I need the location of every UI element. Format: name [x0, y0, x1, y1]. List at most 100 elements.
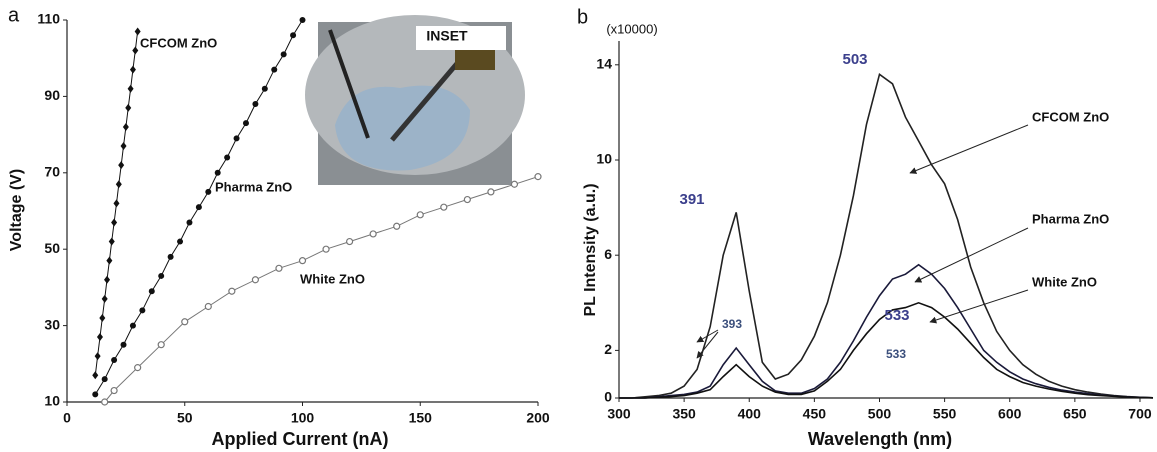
- peak-annotation: 533: [886, 347, 906, 361]
- series-label: CFCOM ZnO: [140, 35, 217, 50]
- data-point: [134, 364, 142, 372]
- peak-annotation: 393: [722, 317, 742, 331]
- series-arrow: [914, 227, 1029, 283]
- annotation-arrow: [696, 331, 719, 359]
- y-tick-label: 10: [44, 393, 60, 409]
- data-point: [118, 161, 125, 170]
- x-tick-label: 200: [526, 410, 550, 426]
- data-point: [261, 85, 268, 92]
- data-point: [534, 173, 542, 181]
- data-point: [132, 46, 139, 55]
- y-tick-label: 30: [44, 316, 60, 332]
- data-point: [129, 65, 136, 74]
- series-line: [619, 301, 1154, 399]
- inset-photo: [305, 15, 525, 185]
- data-point: [275, 264, 283, 272]
- series-label: CFCOM ZnO: [1032, 109, 1109, 124]
- data-point: [369, 230, 377, 238]
- data-point: [108, 237, 115, 246]
- data-point: [101, 294, 108, 303]
- x-tick-label: 700: [1128, 406, 1152, 422]
- data-point: [204, 302, 212, 311]
- y-tick-label: 2: [604, 341, 612, 357]
- series-arrow: [909, 124, 1029, 174]
- x-tick-label: 100: [291, 410, 315, 426]
- data-point: [233, 135, 240, 142]
- data-point: [186, 219, 193, 226]
- y-tick-label: 10: [596, 151, 612, 167]
- y-axis-title: PL Intensity (a.u.): [582, 183, 599, 316]
- data-point: [298, 257, 307, 265]
- series-label: Pharma ZnO: [1032, 211, 1109, 226]
- inset-label: INSET: [426, 28, 468, 44]
- data-point: [122, 122, 129, 131]
- data-point: [111, 356, 118, 363]
- data-point: [104, 275, 111, 284]
- y-tick-label: 90: [44, 87, 60, 103]
- series-label: Pharma ZnO: [215, 179, 292, 194]
- data-point: [96, 333, 103, 342]
- peak-annotation: 503: [842, 51, 867, 68]
- data-point: [110, 386, 118, 395]
- x-axis-title: Wavelength (nm): [808, 429, 952, 449]
- peak-annotation: 533: [884, 307, 909, 324]
- data-point: [101, 398, 109, 406]
- data-point: [299, 17, 306, 23]
- data-point: [94, 352, 101, 361]
- series-arrow: [929, 289, 1029, 324]
- peak-annotation: 391: [679, 191, 704, 208]
- x-tick-label: 50: [177, 410, 193, 426]
- x-tick-label: 350: [672, 406, 696, 422]
- data-point: [92, 391, 99, 398]
- y-tick-label: 14: [596, 56, 612, 72]
- data-point: [157, 341, 165, 349]
- data-point: [181, 318, 189, 326]
- data-point: [129, 322, 136, 329]
- data-point: [322, 245, 330, 253]
- series-line: [619, 72, 1154, 399]
- data-point: [280, 51, 287, 58]
- series-line: [104, 176, 539, 403]
- data-point: [510, 180, 519, 188]
- y-multiplier: (x10000): [606, 21, 657, 36]
- x-axis-title: Applied Current (nA): [212, 429, 389, 449]
- data-point: [111, 218, 118, 227]
- data-point: [127, 84, 134, 93]
- y-tick-label: 6: [604, 246, 612, 262]
- data-point: [440, 203, 448, 211]
- series-line: [619, 263, 1154, 399]
- x-tick-label: 0: [63, 410, 71, 426]
- y-tick-label: 0: [604, 389, 612, 405]
- data-point: [205, 188, 212, 195]
- y-tick-label: 50: [44, 240, 60, 256]
- x-tick-label: 500: [868, 406, 892, 422]
- data-point: [120, 142, 127, 151]
- y-tick-label: 110: [37, 11, 60, 27]
- data-point: [214, 169, 221, 176]
- annotation-arrow: [696, 329, 719, 343]
- x-tick-label: 600: [998, 406, 1022, 422]
- data-point: [252, 101, 259, 108]
- data-point: [115, 180, 122, 189]
- x-tick-label: 650: [1063, 406, 1087, 422]
- data-point: [134, 27, 141, 36]
- y-axis-title: Voltage (V): [8, 169, 25, 251]
- data-point: [106, 256, 113, 265]
- data-point: [393, 222, 401, 230]
- data-point: [290, 32, 297, 39]
- x-tick-label: 300: [607, 406, 631, 422]
- data-point: [271, 66, 278, 73]
- data-point: [463, 195, 471, 204]
- data-point: [242, 120, 249, 127]
- data-point: [195, 204, 202, 211]
- data-point: [125, 103, 132, 112]
- x-tick-label: 450: [803, 406, 827, 422]
- y-tick-label: 70: [44, 164, 60, 180]
- data-point: [224, 154, 231, 161]
- data-point: [113, 199, 120, 208]
- data-point: [487, 188, 495, 196]
- data-point: [92, 371, 99, 380]
- data-point: [148, 288, 155, 295]
- x-tick-label: 150: [409, 410, 433, 426]
